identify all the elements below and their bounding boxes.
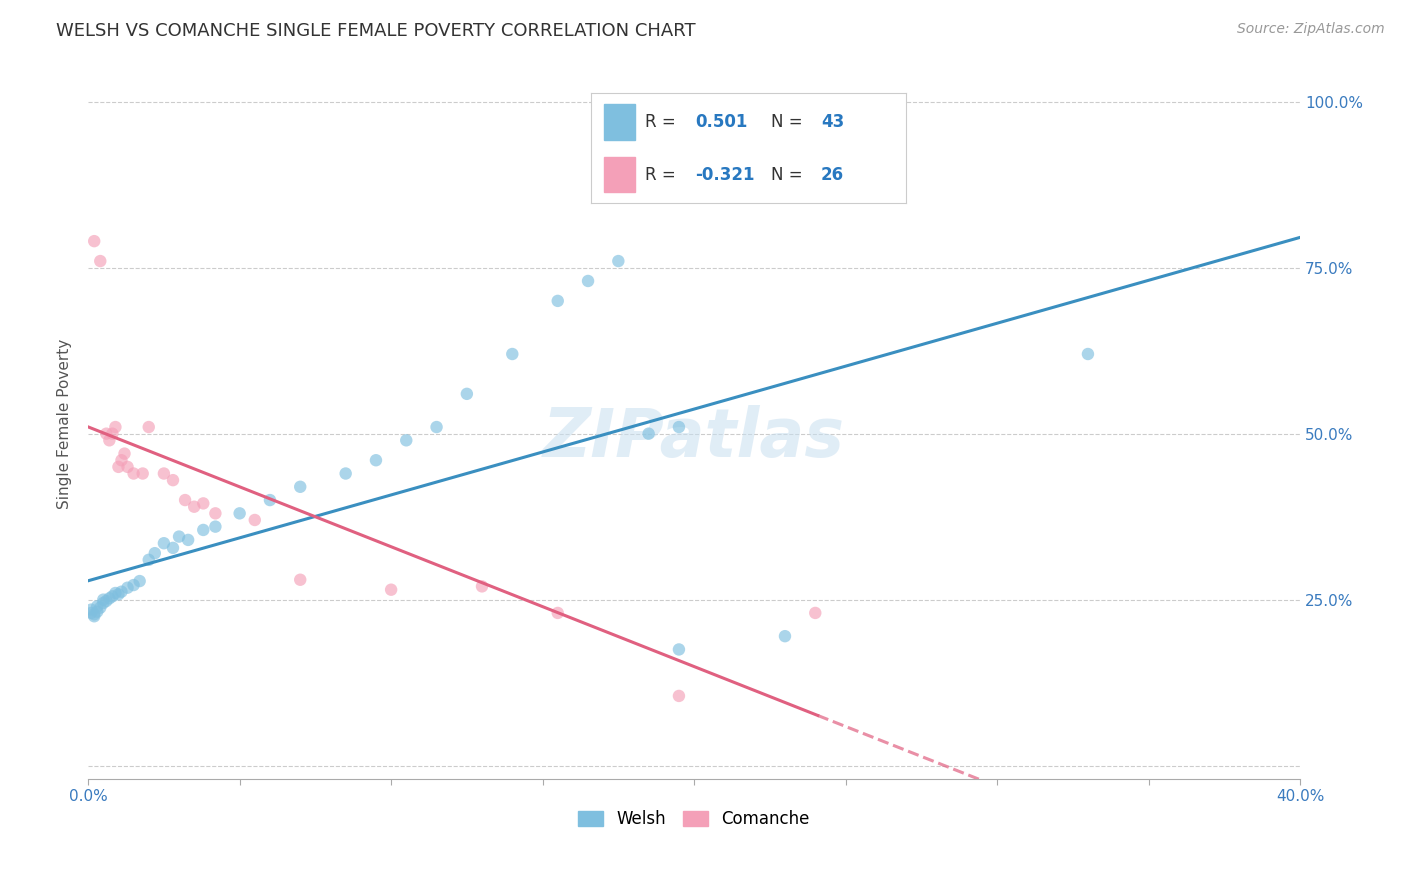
Point <box>243 513 266 527</box>
Point <box>110 584 132 599</box>
Text: WELSH VS COMANCHE SINGLE FEMALE POVERTY CORRELATION CHART: WELSH VS COMANCHE SINGLE FEMALE POVERTY … <box>56 22 696 40</box>
Point <box>91 596 114 610</box>
Text: ZIPatlas: ZIPatlas <box>543 405 845 471</box>
Point <box>86 599 108 614</box>
Point <box>426 420 449 434</box>
Point <box>576 274 599 288</box>
Point <box>143 546 166 560</box>
Point <box>91 592 114 607</box>
Text: Source: ZipAtlas.com: Source: ZipAtlas.com <box>1237 22 1385 37</box>
Point <box>290 573 312 587</box>
Point <box>104 420 127 434</box>
Point <box>80 606 103 620</box>
Point <box>98 434 121 448</box>
Point <box>96 426 118 441</box>
Point <box>138 420 160 434</box>
Point <box>153 467 176 481</box>
Point <box>83 234 105 248</box>
Point <box>83 609 105 624</box>
Point <box>128 574 150 588</box>
Point <box>668 642 690 657</box>
Point <box>162 541 184 555</box>
Point <box>114 447 136 461</box>
Point <box>110 453 132 467</box>
Point <box>668 420 690 434</box>
Point <box>637 426 659 441</box>
Legend: Welsh, Comanche: Welsh, Comanche <box>572 803 817 835</box>
Point <box>162 473 184 487</box>
Point <box>86 605 108 619</box>
Point <box>122 467 145 481</box>
Point <box>290 480 312 494</box>
Point <box>228 507 250 521</box>
Point <box>117 581 139 595</box>
Point <box>364 453 387 467</box>
Point <box>204 507 226 521</box>
Point <box>547 606 569 620</box>
Point <box>1077 347 1099 361</box>
Point <box>395 434 418 448</box>
Point <box>138 553 160 567</box>
Point <box>380 582 402 597</box>
Point <box>131 467 153 481</box>
Point <box>177 533 200 547</box>
Point <box>547 293 569 308</box>
Point <box>80 602 103 616</box>
Point <box>174 493 197 508</box>
Point <box>122 578 145 592</box>
Point <box>107 587 129 601</box>
Point <box>193 523 215 537</box>
Point <box>204 519 226 533</box>
Point <box>607 254 630 268</box>
Point <box>101 426 124 441</box>
Point <box>101 590 124 604</box>
Point <box>153 536 176 550</box>
Point <box>96 594 118 608</box>
Point <box>193 496 215 510</box>
Point <box>107 459 129 474</box>
Y-axis label: Single Female Poverty: Single Female Poverty <box>58 339 72 508</box>
Point <box>335 467 357 481</box>
Point <box>89 254 111 268</box>
Point <box>471 579 494 593</box>
Point <box>104 586 127 600</box>
Point <box>668 689 690 703</box>
Point <box>259 493 281 508</box>
Point <box>804 606 827 620</box>
Point <box>83 607 105 622</box>
Point <box>183 500 205 514</box>
Point <box>167 530 190 544</box>
Point <box>117 459 139 474</box>
Point <box>456 387 478 401</box>
Point <box>773 629 796 643</box>
Point <box>501 347 523 361</box>
Point <box>89 600 111 615</box>
Point <box>98 591 121 606</box>
